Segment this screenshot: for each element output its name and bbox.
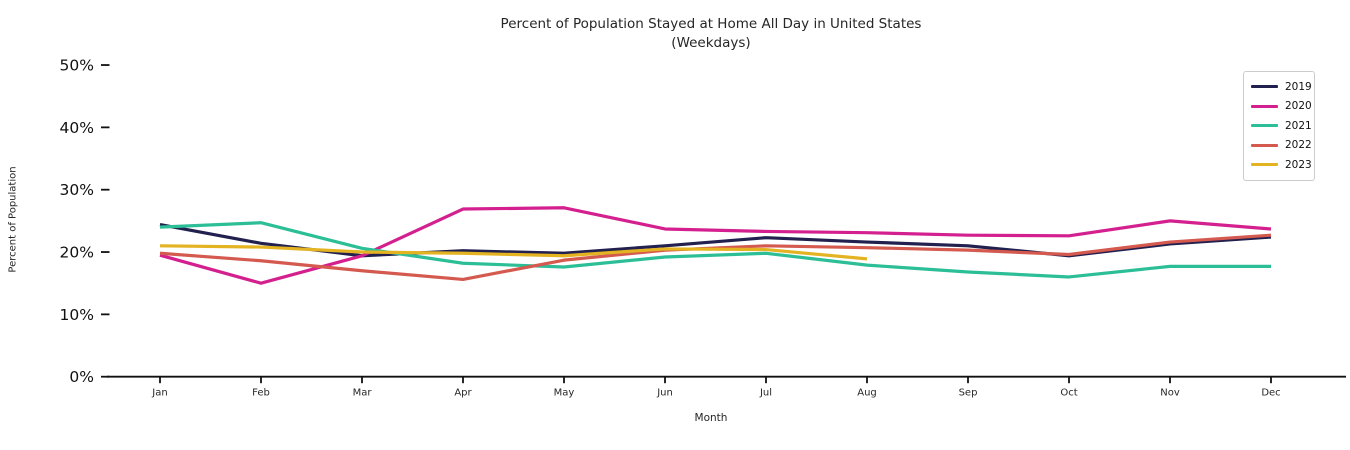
legend-label: 2019: [1285, 80, 1312, 93]
legend-label: 2020: [1285, 100, 1312, 112]
x-tick-label: May: [554, 388, 575, 399]
legend-swatch-2019: [1251, 85, 1278, 89]
x-tick-label: Jan: [151, 388, 167, 399]
series-line-2023: [159, 244, 868, 261]
y-tick-label: 50%: [60, 57, 94, 75]
x-tick-label: Apr: [454, 388, 472, 399]
legend: 2019 2020 2021 2022 2023: [1243, 71, 1315, 181]
legend-swatch-2020: [1251, 104, 1278, 108]
legend-swatch-2023: [1251, 163, 1278, 167]
legend-swatch-2022: [1251, 143, 1278, 147]
series-line-2021: [159, 221, 1271, 279]
legend-label: 2023: [1285, 158, 1312, 171]
x-tick-label: Sep: [959, 388, 978, 399]
y-tick-label: 30%: [60, 181, 94, 199]
x-axis-label: Month: [694, 412, 728, 424]
y-tick-label: 20%: [60, 244, 94, 262]
y-tick-label: 10%: [60, 306, 94, 324]
series-line-2020: [159, 206, 1272, 285]
x-tick-label: Aug: [857, 388, 877, 399]
x-tick-label: Jun: [656, 388, 673, 399]
x-tick-label: Nov: [1160, 388, 1180, 399]
x-tick-label: Mar: [353, 388, 373, 399]
legend-item-2019: 2019: [1251, 77, 1312, 97]
y-tick-label: 40%: [60, 119, 94, 137]
y-tick-label: 0%: [69, 368, 94, 386]
chart-title-line1: Percent of Population Stayed at Home All…: [500, 16, 922, 32]
x-tick-label: Oct: [1060, 388, 1077, 399]
chart-title-line2: (Weekdays): [671, 35, 751, 51]
legend-swatch-2021: [1251, 124, 1278, 128]
x-tick-label: Jul: [759, 388, 772, 399]
legend-item-2021: 2021: [1251, 116, 1312, 136]
legend-item-2020: 2020: [1251, 97, 1312, 117]
legend-label: 2021: [1285, 119, 1312, 132]
x-tick-label: Dec: [1261, 388, 1280, 399]
legend-item-2023: 2023: [1251, 155, 1312, 175]
chart-title: Percent of Population Stayed at Home All…: [76, 15, 1346, 53]
legend-label: 2022: [1285, 139, 1312, 151]
legend-item-2022: 2022: [1251, 136, 1312, 156]
x-tick-label: Feb: [252, 388, 270, 399]
